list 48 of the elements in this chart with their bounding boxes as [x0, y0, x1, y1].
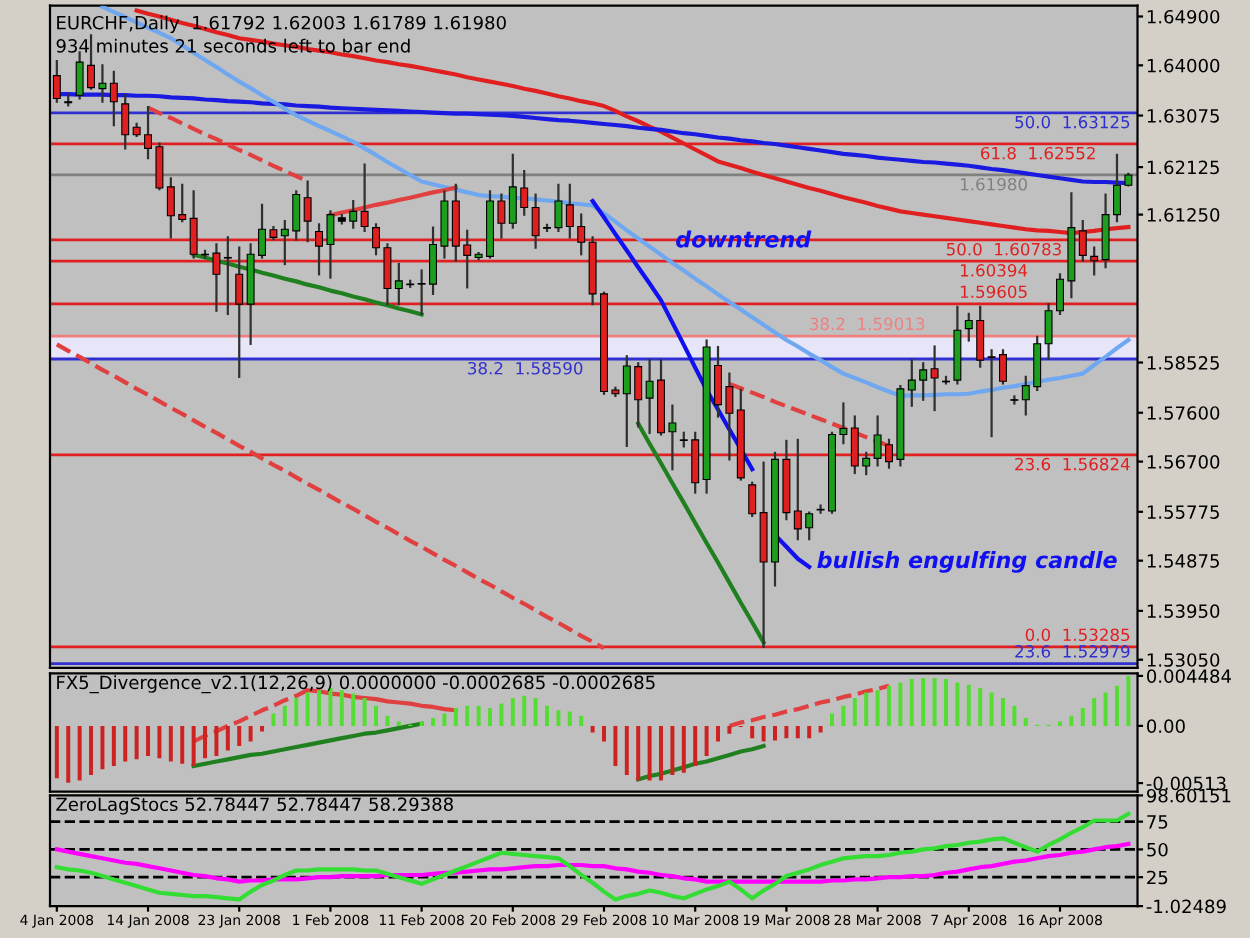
y-tick-label: 1.64000 [1147, 58, 1220, 73]
line-series [191, 721, 424, 769]
text: 934 minutes 21 seconds left to bar end [56, 38, 410, 53]
y-tick-label: 1.58525 [1147, 355, 1219, 370]
candlestick [930, 345, 939, 412]
y-tick-label: 0.00 [1147, 719, 1185, 733]
ref-line-label: 1.61980 [960, 177, 1027, 191]
line-series [54, 811, 1131, 902]
y-tick-label: 1.55775 [1147, 505, 1219, 519]
ref-line-label: 38.2 1.58590 [468, 361, 583, 375]
text: EURCHF,Daily 1.61792 1.62003 1.61789 1.61980 [57, 15, 506, 34]
y-tick-label: 1.62125 [1147, 160, 1219, 175]
candlestick [1010, 395, 1019, 405]
chart-title: ZeroLagStocs 52.78447 52.78447 58.29388 [56, 797, 453, 815]
candlestick [360, 163, 369, 232]
ref-line-label: 1.60394 [960, 264, 1028, 277]
ref-line-label: 50.0 1.63125 [1015, 115, 1130, 129]
line-series [636, 743, 766, 782]
y-tick-label: 1.63075 [1147, 109, 1219, 123]
ref-line-label: 61.8 1.62552 [981, 146, 1095, 160]
y-tick-label: 1.53950 [1147, 604, 1220, 618]
y-tick-label: 98.60151 [1146, 788, 1231, 803]
candlestick [748, 481, 757, 517]
y-tick-label: 1.57600 [1147, 406, 1220, 420]
ref-line-label: 38.2 1.59013 [810, 317, 925, 331]
y-tick-label: 1.64900 [1147, 9, 1220, 24]
ref-line-label: 23.6 1.52979 [1015, 645, 1130, 658]
ref-line-label: 1.59605 [960, 285, 1027, 299]
y-tick-label: -0.00513 [1146, 776, 1226, 791]
annotation: bullish engulfing candle [817, 551, 1117, 573]
y-tick-label: 75 [1147, 815, 1168, 829]
ref-line-label: 23.6 1.56824 [1015, 457, 1130, 471]
candlestick [64, 94, 73, 107]
y-tick-label: 25 [1147, 870, 1168, 885]
y-tick-label: 0.004484 [1147, 669, 1231, 684]
y-tick-label: 1.61250 [1147, 208, 1220, 222]
y-tick-label: 50 [1147, 842, 1168, 857]
line-series [54, 342, 607, 651]
ref-line-label: 50.0 1.60783 [946, 242, 1061, 256]
chart-title: FX5_Divergence_v2.1(12,26,9) 0.0000000 -0.0002685 -0.0002685 [57, 675, 655, 694]
y-tick-label: 1.56700 [1147, 455, 1220, 469]
y-tick-label: 1.54875 [1147, 554, 1219, 568]
y-tick-label: -1.02489 [1146, 899, 1226, 914]
line-series [636, 421, 766, 645]
line-series [727, 683, 892, 728]
ref-line-label: 0.0 1.53285 [1025, 628, 1130, 642]
line-series [54, 841, 1131, 884]
y-tick-label: 1.53050 [1147, 653, 1220, 667]
